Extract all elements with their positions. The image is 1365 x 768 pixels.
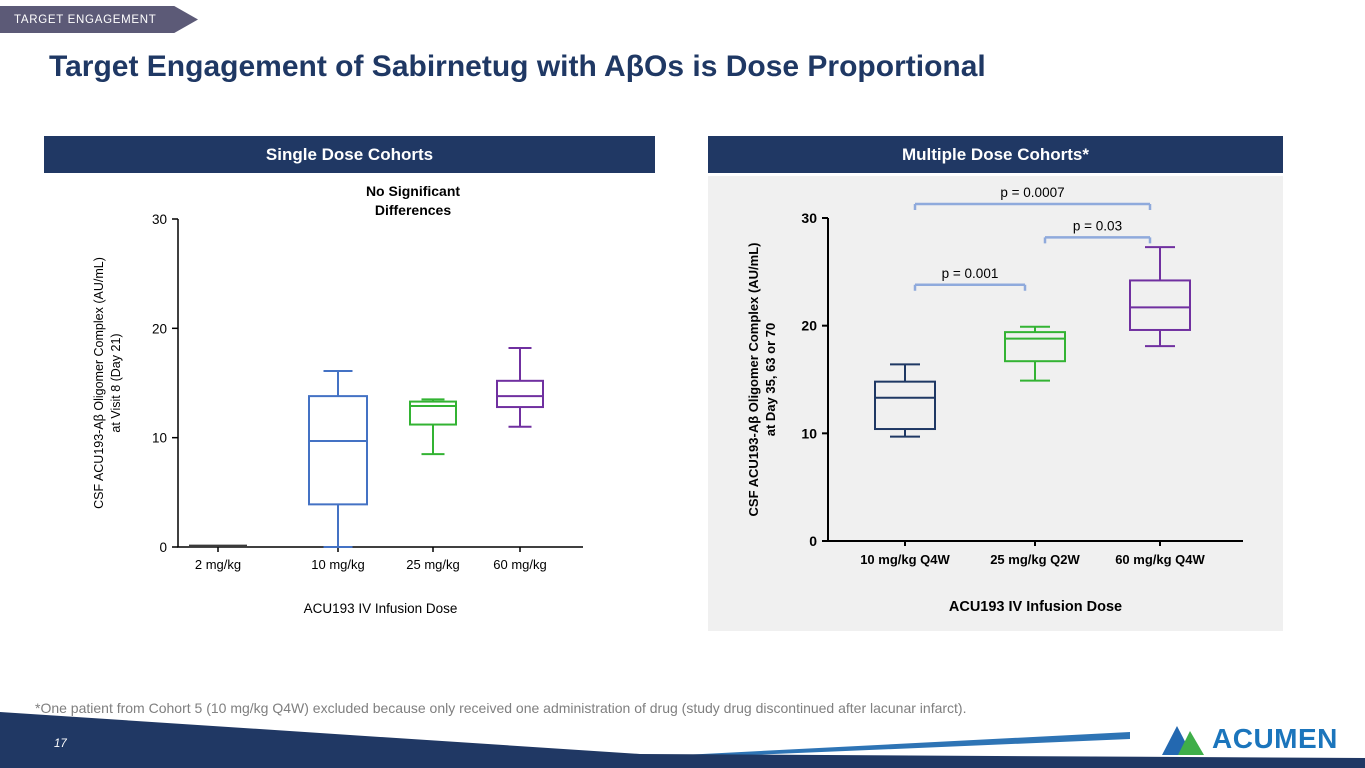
- section-tag: TARGET ENGAGEMENT: [0, 6, 198, 33]
- x-tick-label: 25 mg/kg Q2W: [990, 552, 1080, 567]
- bottom-decoration: [0, 712, 1365, 768]
- acumen-logo: ACUMEN: [1158, 722, 1342, 756]
- y-axis-title: at Visit 8 (Day 21): [109, 333, 123, 432]
- x-axis-title: ACU193 IV Infusion Dose: [949, 599, 1122, 615]
- x-tick-label: 60 mg/kg: [493, 557, 546, 572]
- footnote: *One patient from Cohort 5 (10 mg/kg Q4W…: [35, 700, 967, 716]
- x-tick-label: 60 mg/kg Q4W: [1115, 552, 1205, 567]
- box-plot-10 mg/kg Q4W: [874, 363, 936, 438]
- y-tick-label: 30: [801, 210, 817, 226]
- annotation-text: Differences: [375, 202, 451, 218]
- page-number: 17: [54, 738, 67, 750]
- x-axis-title: ACU193 IV Infusion Dose: [304, 601, 458, 616]
- x-tick-label: 2 mg/kg: [195, 557, 241, 572]
- significance-bracket: [913, 202, 1152, 211]
- y-axis-title: CSF ACU193-Aβ Oligomer Complex (AU/mL): [92, 257, 106, 509]
- single-dose-box-chart: 0 10 20 30 2 mg/kg 10 mg/kg 25 mg/kg 60 mg/kg AC…: [92, 183, 583, 616]
- x-tick-label: 10 mg/kg Q4W: [860, 552, 950, 567]
- y-tick-label: 20: [152, 321, 167, 336]
- axes: [172, 218, 583, 552]
- y-tick-label: 20: [801, 318, 817, 334]
- multiple-dose-box-chart: 0 10 20 30 10 mg/kg Q4W 25 mg/kg Q2W 60 mg/kg …: [708, 176, 1283, 631]
- section-tag-label: TARGET ENGAGEMENT: [14, 13, 157, 26]
- box-plot-10 mg/kg: [308, 369, 368, 548]
- y-axis-title: at Day 35, 63 or 70: [763, 323, 778, 436]
- y-tick-label: 10: [801, 425, 817, 441]
- x-tick-label: 10 mg/kg: [311, 557, 364, 572]
- box-plot-25 mg/kg: [409, 398, 457, 456]
- annotation-text: No Significant: [366, 183, 460, 199]
- p-value-label: p = 0.03: [1073, 218, 1122, 233]
- panel-header-single-dose-label: Single Dose Cohorts: [265, 144, 434, 164]
- box-plot-60 mg/kg Q4W: [1129, 246, 1191, 348]
- panel-header-multiple-dose: Multiple Dose Cohorts*: [708, 136, 1283, 173]
- axes: [822, 217, 1243, 546]
- significance-bracket: [913, 283, 1027, 291]
- mountain-icon: [1162, 726, 1204, 755]
- box-plot-25 mg/kg Q2W: [1004, 325, 1066, 382]
- box-plot-60 mg/kg: [496, 347, 544, 428]
- y-axis-title: CSF ACU193-Aβ Oligomer Complex (AU/mL): [746, 243, 761, 517]
- acumen-logo-text: ACUMEN: [1212, 723, 1338, 754]
- p-value-label: p = 0.0007: [1000, 185, 1064, 200]
- y-tick-label: 0: [159, 540, 167, 555]
- y-tick-label: 30: [152, 212, 167, 227]
- y-tick-label: 10: [152, 431, 167, 446]
- panel-header-single-dose: Single Dose Cohorts: [44, 136, 655, 173]
- panel-header-multiple-dose-label: Multiple Dose Cohorts*: [901, 144, 1089, 164]
- p-value-label: p = 0.001: [942, 266, 999, 281]
- navy-band-shape: [0, 712, 1365, 768]
- y-tick-label: 0: [809, 533, 817, 549]
- x-tick-label: 25 mg/kg: [406, 557, 459, 572]
- page-title: Target Engagement of Sabirnetug with AβO…: [49, 50, 986, 83]
- significance-bracket: [1043, 236, 1152, 244]
